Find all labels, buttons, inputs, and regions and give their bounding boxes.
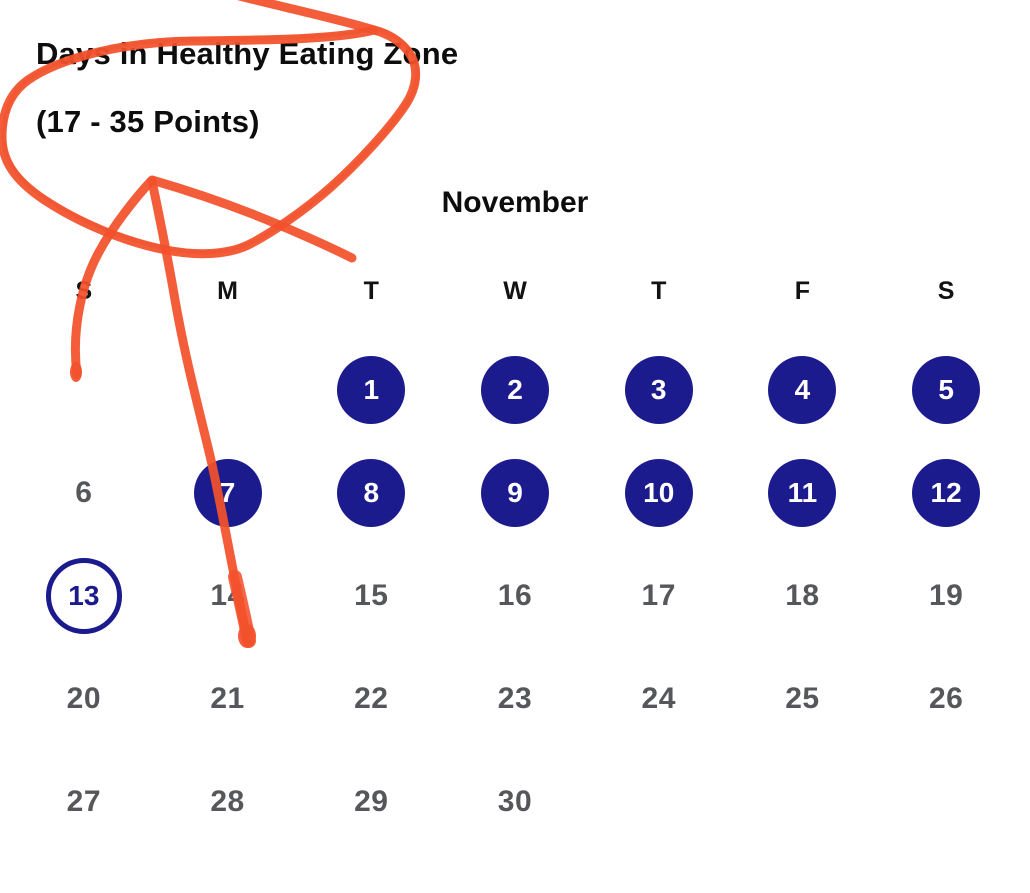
- day-number: 20: [66, 681, 102, 715]
- day-in-zone-filled-circle: 4: [768, 355, 837, 424]
- day-number: 19: [928, 578, 964, 612]
- day-cell[interactable]: 11: [731, 441, 875, 544]
- day-in-zone-filled-circle: 8: [337, 458, 406, 527]
- day-cell-empty: [874, 750, 1018, 853]
- day-cell[interactable]: 25: [731, 647, 875, 750]
- day-number: 14: [210, 578, 245, 612]
- day-number: 26: [928, 681, 964, 715]
- day-number: 25: [785, 681, 820, 715]
- day-in-zone-filled-circle: 11: [768, 458, 837, 527]
- day-cell[interactable]: 18: [731, 544, 875, 647]
- day-cell-empty: [12, 338, 156, 441]
- day-cell[interactable]: 30: [443, 750, 587, 853]
- day-cell[interactable]: 2: [443, 338, 587, 441]
- day-cell[interactable]: 19: [874, 544, 1018, 647]
- day-cell[interactable]: 3: [587, 338, 731, 441]
- day-in-zone-filled-circle: 7: [193, 458, 262, 527]
- calendar-week-row: 13 14 15 16 17 18 19: [12, 544, 1018, 647]
- weekday-label: T: [363, 277, 379, 305]
- day-cell[interactable]: 14: [156, 544, 300, 647]
- day-cell[interactable]: 6: [12, 441, 156, 544]
- day-number: 28: [210, 784, 245, 818]
- day-cell-empty: [156, 338, 300, 441]
- calendar-week-row: 27 28 29 30: [12, 750, 1018, 853]
- day-cell[interactable]: 8: [299, 441, 443, 544]
- weekday-label: W: [503, 277, 527, 305]
- calendar-week-row: 1 2 3 4 5: [12, 338, 1018, 441]
- day-cell[interactable]: 7: [156, 441, 300, 544]
- page-title-line2: (17 - 35 Points): [36, 104, 260, 139]
- day-cell[interactable]: 13: [12, 544, 156, 647]
- day-cell[interactable]: 28: [156, 750, 300, 853]
- day-number: 24: [641, 681, 676, 715]
- calendar-grid: 1 2 3 4 5 6 7 8 9 10 11 12 13 14 15 16 17 18 19 20 21 22 23 24 2…: [12, 338, 1018, 853]
- day-number: 29: [354, 784, 389, 818]
- day-in-zone-filled-circle: 12: [912, 458, 981, 527]
- day-cell[interactable]: 15: [299, 544, 443, 647]
- weekday-label: S: [75, 277, 93, 305]
- day-in-zone-filled-circle: 2: [480, 355, 549, 424]
- day-number: 27: [66, 784, 102, 818]
- day-in-zone-filled-circle: 10: [624, 458, 693, 527]
- day-number: 6: [75, 475, 93, 509]
- scribble-entry-stroke: [237, 0, 379, 35]
- day-cell-empty: [731, 750, 875, 853]
- day-cell-empty: [587, 750, 731, 853]
- day-number: 23: [497, 681, 533, 715]
- day-number: 21: [210, 681, 245, 715]
- day-number: 18: [785, 578, 820, 612]
- calendar-week-row: 20 21 22 23 24 25 26: [12, 647, 1018, 750]
- day-cell[interactable]: 17: [587, 544, 731, 647]
- current-day-outlined-circle: 13: [45, 557, 122, 634]
- day-cell[interactable]: 10: [587, 441, 731, 544]
- day-cell[interactable]: 24: [587, 647, 731, 750]
- calendar-week-row: 6 7 8 9 10 11 12: [12, 441, 1018, 544]
- day-cell[interactable]: 21: [156, 647, 300, 750]
- day-in-zone-filled-circle: 3: [624, 355, 693, 424]
- day-number: 30: [497, 784, 533, 818]
- weekday-label: F: [794, 277, 811, 305]
- day-cell[interactable]: 29: [299, 750, 443, 853]
- month-label: November: [441, 186, 589, 219]
- day-cell[interactable]: 22: [299, 647, 443, 750]
- day-cell[interactable]: 4: [731, 338, 875, 441]
- day-cell[interactable]: 27: [12, 750, 156, 853]
- day-number: 22: [354, 681, 389, 715]
- day-cell[interactable]: 23: [443, 647, 587, 750]
- day-number: 17: [641, 578, 676, 612]
- day-cell[interactable]: 1: [299, 338, 443, 441]
- day-cell[interactable]: 12: [874, 441, 1018, 544]
- page-title-line1: Days in Healthy Eating Zone: [36, 36, 459, 71]
- day-cell[interactable]: 16: [443, 544, 587, 647]
- weekday-label: S: [937, 277, 955, 305]
- day-cell[interactable]: 5: [874, 338, 1018, 441]
- day-number: 16: [497, 578, 533, 612]
- day-in-zone-filled-circle: 1: [337, 355, 406, 424]
- weekday-label: M: [217, 277, 238, 305]
- day-cell[interactable]: 20: [12, 647, 156, 750]
- day-cell[interactable]: 9: [443, 441, 587, 544]
- day-in-zone-filled-circle: 5: [912, 355, 981, 424]
- day-number: 15: [354, 578, 389, 612]
- day-cell[interactable]: 26: [874, 647, 1018, 750]
- weekday-label: T: [651, 277, 667, 305]
- day-in-zone-filled-circle: 9: [480, 458, 549, 527]
